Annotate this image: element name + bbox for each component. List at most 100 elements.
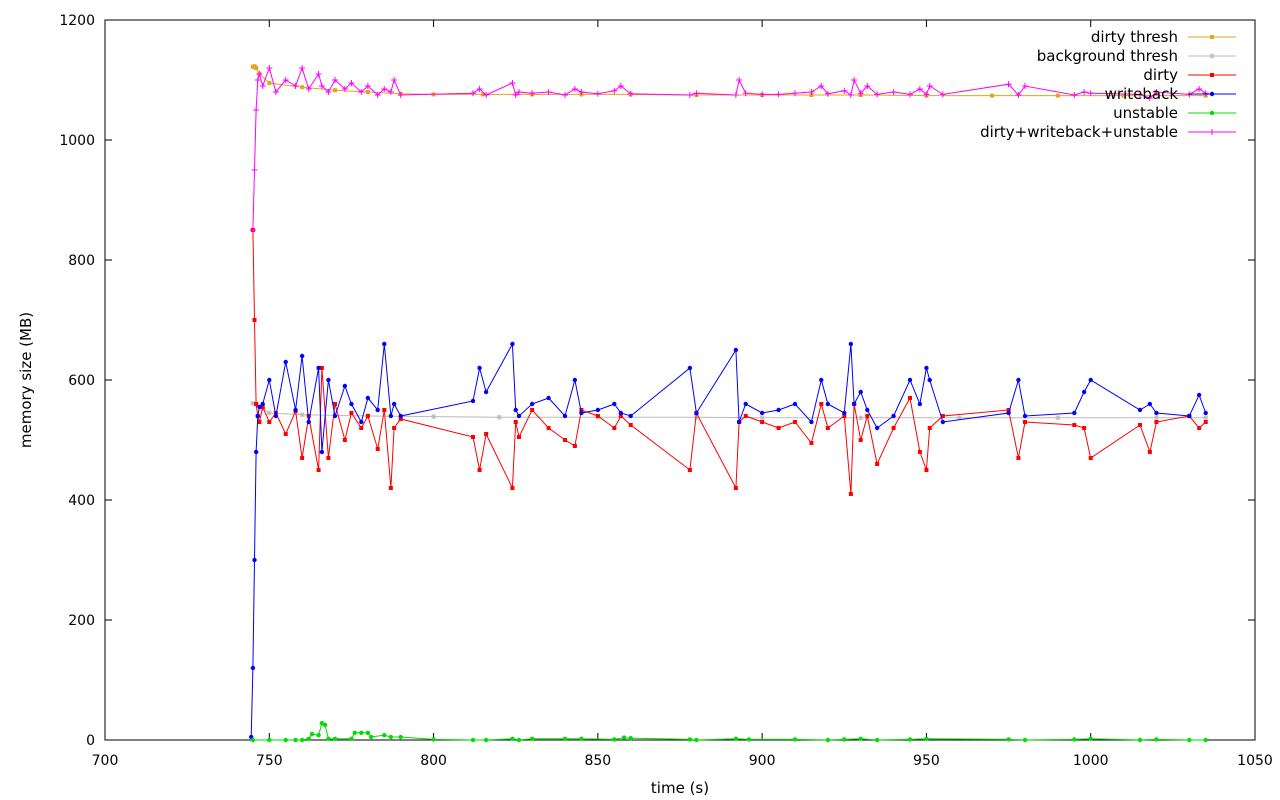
data-point-unstable xyxy=(431,737,436,742)
data-point-unstable xyxy=(907,737,913,742)
data-point-writeback xyxy=(848,341,854,347)
data-point-unstable xyxy=(562,736,568,741)
data-point-dirty-writeback-unstable xyxy=(847,92,854,98)
data-point-dirty-writeback-unstable xyxy=(251,167,258,173)
x-tick-label: 850 xyxy=(584,753,611,769)
data-point-dirty xyxy=(793,420,797,424)
data-point-dirty-thresh xyxy=(1055,93,1060,98)
data-point-background-thresh xyxy=(858,415,864,421)
data-point-unstable xyxy=(792,737,798,742)
data-point-writeback xyxy=(306,419,311,425)
data-point-unstable xyxy=(1022,737,1028,743)
data-point-dirty-writeback-unstable xyxy=(857,90,864,97)
data-point-writeback xyxy=(513,407,518,413)
data-point-writeback xyxy=(865,407,870,413)
data-point-background-thresh xyxy=(1203,415,1209,421)
legend-marker-dirty-thresh xyxy=(1210,35,1214,39)
data-point-writeback xyxy=(809,419,814,425)
data-point-dirty-writeback-unstable xyxy=(939,91,946,98)
data-point-dirty xyxy=(546,426,551,430)
data-point-unstable xyxy=(1006,737,1011,742)
data-point-unstable xyxy=(322,722,328,728)
data-point-dirty-writeback-unstable xyxy=(483,92,490,98)
data-point-writeback xyxy=(359,419,364,425)
data-point-writeback xyxy=(257,404,262,410)
data-point-dirty xyxy=(825,426,830,430)
data-point-dirty-writeback-unstable xyxy=(348,80,355,86)
data-point-unstable xyxy=(746,737,752,742)
data-point-writeback xyxy=(349,401,354,407)
data-point-dirty xyxy=(612,426,617,430)
data-point-dirty-writeback-unstable xyxy=(364,83,371,89)
data-point-writeback xyxy=(792,401,798,407)
data-point-dirty xyxy=(891,426,896,430)
data-point-dirty xyxy=(326,456,331,460)
data-point-writeback xyxy=(391,401,397,407)
data-point-dirty xyxy=(940,414,945,418)
data-point-dirty xyxy=(513,420,518,424)
data-point-writeback xyxy=(940,419,946,425)
data-point-writeback xyxy=(273,413,279,419)
data-point-writeback xyxy=(260,401,265,407)
data-point-dirty xyxy=(1023,420,1027,424)
data-point-dirty-writeback-unstable xyxy=(253,107,260,113)
data-point-unstable xyxy=(267,737,272,743)
x-tick-label: 750 xyxy=(256,753,283,769)
data-point-unstable xyxy=(388,734,394,740)
data-point-dirty xyxy=(359,426,364,430)
data-point-dirty xyxy=(875,462,880,466)
legend-label: unstable xyxy=(1113,104,1178,122)
data-point-dirty-writeback-unstable xyxy=(907,91,913,98)
data-point-unstable xyxy=(483,737,489,743)
data-point-dirty-writeback-unstable xyxy=(926,83,933,89)
data-point-unstable xyxy=(306,736,311,741)
x-tick-label: 900 xyxy=(749,753,776,769)
data-point-dirty-thresh xyxy=(480,92,485,97)
legend-label: writeback xyxy=(1105,85,1179,103)
data-point-writeback xyxy=(759,410,765,416)
data-point-dirty-writeback-unstable xyxy=(1071,92,1078,98)
data-point-background-thresh xyxy=(759,415,765,421)
data-point-dirty xyxy=(579,408,584,412)
data-point-unstable xyxy=(621,735,627,740)
data-point-dirty-writeback-unstable xyxy=(249,227,256,233)
series-line-writeback xyxy=(250,342,1207,738)
data-point-writeback xyxy=(546,395,551,401)
data-point-dirty-writeback-unstable xyxy=(1005,81,1012,88)
x-tick-label: 1050 xyxy=(1237,753,1273,769)
data-point-writeback xyxy=(470,398,476,404)
data-point-dirty-writeback-unstable xyxy=(841,87,848,94)
data-point-dirty xyxy=(484,432,489,436)
data-point-dirty-writeback-unstable xyxy=(1081,89,1088,95)
data-point-dirty xyxy=(254,402,259,406)
data-point-dirty xyxy=(927,426,932,430)
data-point-dirty-writeback-unstable xyxy=(266,65,273,71)
data-point-dirty-writeback-unstable xyxy=(916,86,923,92)
data-point-unstable xyxy=(365,730,371,735)
data-point-dirty-writeback-unstable xyxy=(686,92,693,98)
data-point-dirty-writeback-unstable xyxy=(1146,95,1153,101)
data-point-unstable xyxy=(250,737,256,743)
data-point-dirty-writeback-unstable xyxy=(1087,90,1094,97)
legend-item-unstable: unstable xyxy=(1113,104,1236,122)
data-point-dirty xyxy=(687,468,692,472)
data-point-dirty-writeback-unstable xyxy=(325,89,332,95)
data-point-unstable xyxy=(842,737,847,742)
data-point-writeback xyxy=(743,401,748,407)
data-point-writeback xyxy=(516,413,522,419)
data-point-unstable xyxy=(825,737,831,743)
data-point-writeback xyxy=(842,410,847,416)
data-point-dirty-writeback-unstable xyxy=(391,77,398,83)
data-point-dirty xyxy=(306,414,311,418)
legend-item-dirty-writeback-unstable: dirty+writeback+unstable xyxy=(980,123,1236,141)
data-point-dirty xyxy=(471,435,475,439)
data-point-unstable xyxy=(510,736,515,741)
data-point-writeback xyxy=(250,665,256,671)
data-point-dirty-writeback-unstable xyxy=(594,90,601,97)
data-point-dirty-writeback-unstable xyxy=(315,71,322,77)
data-point-background-thresh xyxy=(250,400,256,406)
data-point-writeback xyxy=(562,413,568,419)
data-point-dirty xyxy=(382,408,387,412)
data-point-writeback xyxy=(375,407,380,413)
data-point-dirty xyxy=(595,414,600,418)
